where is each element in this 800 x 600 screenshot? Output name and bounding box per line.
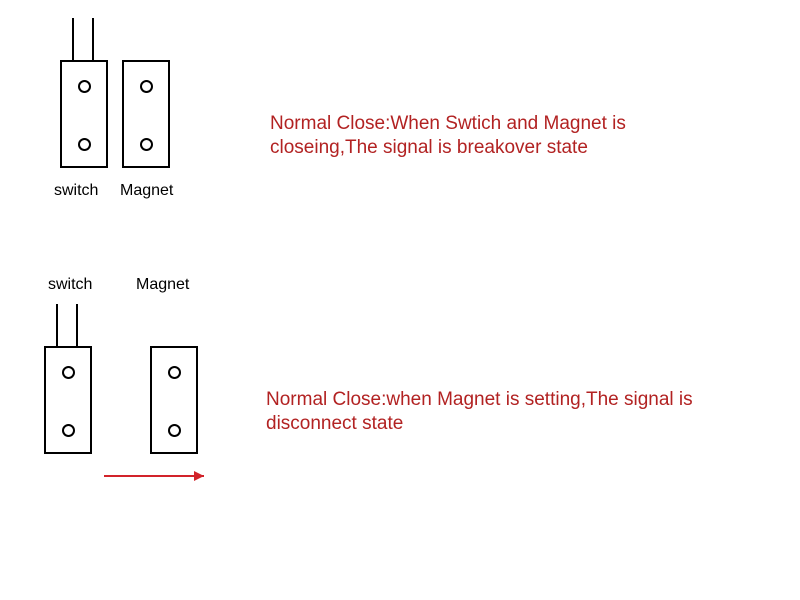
top-description: Normal Close:When Swtich and Magnet is c… [270, 112, 730, 160]
bottom-switch-lead-2 [76, 304, 78, 346]
arrow-icon [0, 0, 800, 600]
bottom-magnet-label: Magnet [136, 276, 189, 294]
bottom-switch-label: switch [48, 276, 92, 294]
top-hole [140, 80, 153, 93]
top-magnet-label: Magnet [120, 182, 173, 200]
top-magnet-box [122, 60, 170, 168]
top-hole [78, 80, 91, 93]
bottom-hole [168, 366, 181, 379]
top-switch-lead-1 [72, 18, 74, 60]
bottom-hole [168, 424, 181, 437]
bottom-switch-lead-1 [56, 304, 58, 346]
top-hole [78, 138, 91, 151]
top-switch-label: switch [54, 182, 98, 200]
top-hole [140, 138, 153, 151]
bottom-hole [62, 366, 75, 379]
top-switch-lead-2 [92, 18, 94, 60]
top-switch-box [60, 60, 108, 168]
bottom-description: Normal Close:when Magnet is setting,The … [266, 388, 726, 436]
arrow-head [194, 471, 204, 481]
bottom-switch-box [44, 346, 92, 454]
bottom-magnet-box [150, 346, 198, 454]
bottom-hole [62, 424, 75, 437]
